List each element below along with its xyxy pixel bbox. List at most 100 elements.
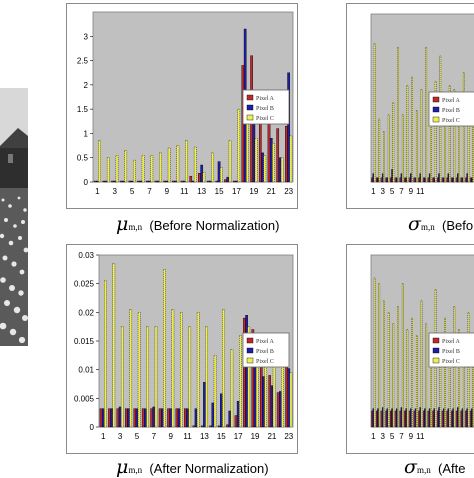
caption-symbol: μ — [116, 213, 129, 235]
legend-swatch-pixel-a — [246, 94, 254, 101]
y-tick-label: 0.02 — [78, 308, 94, 317]
legend-swatch-pixel-c — [432, 357, 440, 364]
bar-pixel-c-11 — [188, 326, 192, 428]
bar-pixel-c-3 — [383, 131, 385, 183]
x-tick-label: 1 — [371, 432, 376, 441]
bar-pixel-c-14 — [434, 80, 437, 183]
y-tick-label: 3 — [84, 32, 89, 41]
bar-pixel-a-11 — [180, 180, 184, 183]
bar-pixel-c-22 — [281, 360, 284, 428]
bar-pixel-b-10 — [174, 180, 177, 183]
bar-pixel-b-12 — [191, 180, 195, 183]
bar-pixel-c-20 — [462, 72, 465, 183]
x-tick-label: 7 — [399, 432, 404, 441]
x-tick-label: 1 — [371, 187, 376, 196]
bar-pixel-b-5 — [130, 180, 134, 183]
bar-pixel-c-4 — [124, 150, 128, 183]
x-tick-label: 13 — [200, 432, 209, 441]
bar-pixel-c-6 — [141, 155, 145, 183]
chart-sigma-before: 1 3 5 7 9 11 Pixel A Pixel B Pixel C — [346, 3, 474, 209]
legend-label-pixel-c: Pixel C — [256, 116, 274, 122]
x-tick-label: 15 — [215, 187, 224, 196]
bar-pixel-c-17 — [237, 108, 241, 183]
caption-text: (Afte — [437, 461, 466, 476]
bar-pixel-c-2 — [106, 157, 110, 183]
bar-pixel-a-6 — [141, 408, 145, 428]
bar-pixel-a-14 — [209, 425, 212, 428]
x-tick-label: 19 — [249, 187, 258, 196]
chart-mu-after: 0 0.005 0.01 0.015 0.02 0.025 0.03 1 3 5 7 9 11 13 15 1… — [66, 244, 298, 454]
bar-pixel-c-17 — [448, 85, 451, 183]
legend-label-pixel-c: Pixel C — [442, 359, 460, 365]
bar-pixel-a-21 — [268, 375, 272, 428]
bar-pixel-c-20 — [263, 155, 267, 183]
bar-pixel-b-15 — [217, 161, 221, 183]
bar-pixel-a-8 — [154, 180, 158, 183]
x-tick-label: 23 — [284, 432, 293, 441]
legend-label-pixel-a: Pixel A — [442, 98, 461, 104]
x-tick-label: 9 — [409, 187, 414, 196]
caption-subscript: m,n — [420, 222, 435, 232]
bar-pixel-c-14 — [211, 152, 214, 183]
caption-mu-after: μm,n (After Normalization) — [116, 456, 269, 478]
bar-pixel-a-9 — [163, 180, 166, 183]
bar-pixel-c-9 — [411, 76, 413, 183]
bar-pixel-c-6 — [146, 326, 149, 428]
bar-pixel-b-10 — [177, 408, 181, 428]
bar-pixel-b-1 — [372, 173, 375, 183]
caption-symbol: σ — [404, 456, 417, 478]
bar-pixel-c-10 — [416, 110, 418, 183]
legend-swatch-pixel-c — [432, 116, 440, 123]
bar-pixel-b-8 — [160, 408, 164, 428]
bar-pixel-c-23 — [289, 135, 293, 183]
bar-pixel-c-3 — [383, 300, 385, 428]
bar-pixel-a-15 — [217, 425, 221, 428]
bar-pixel-a-23 — [285, 125, 288, 183]
bar-pixel-b-6 — [139, 180, 143, 183]
bar-pixel-c-3 — [115, 155, 119, 183]
bar-pixel-c-17 — [239, 335, 242, 428]
bar-pixel-c-7 — [401, 283, 404, 428]
legend-swatch-pixel-a — [432, 96, 440, 103]
x-tick-label: 3 — [113, 187, 118, 196]
x-tick-label: 5 — [390, 187, 395, 196]
caption-text: (After Normalization) — [149, 461, 269, 476]
bar-pixel-c-21 — [272, 142, 275, 183]
bar-pixel-b-23 — [287, 368, 291, 428]
bar-pixel-c-5 — [392, 101, 395, 183]
y-tick-label: 0.015 — [74, 337, 95, 346]
bar-pixel-c-6 — [397, 47, 399, 183]
y-tick-label: 0.5 — [77, 154, 89, 163]
legend-swatch-pixel-a — [432, 337, 440, 344]
bar-pixel-b-7 — [152, 406, 156, 428]
bar-pixel-a-3 — [111, 180, 114, 183]
bar-pixel-c-13 — [205, 326, 208, 428]
bar-pixel-b-3 — [113, 180, 117, 183]
bar-pixel-c-4 — [387, 114, 390, 183]
bar-pixel-c-21 — [467, 118, 470, 183]
x-tick-label: 7 — [152, 432, 157, 441]
legend-label-pixel-b: Pixel B — [256, 349, 274, 355]
bar-pixel-c-10 — [416, 335, 418, 428]
y-tick-label: 0 — [84, 178, 89, 187]
bar-pixel-b-16 — [228, 410, 232, 428]
bar-pixel-c-3 — [120, 326, 124, 428]
bar-pixel-c-11 — [420, 89, 423, 183]
bar-pixel-a-7 — [150, 408, 153, 428]
bar-pixel-c-9 — [167, 147, 171, 183]
bar-pixel-c-13 — [202, 172, 206, 183]
y-tick-label: 0 — [90, 423, 95, 432]
bar-pixel-b-16 — [226, 176, 230, 183]
bar-pixel-b-3 — [118, 406, 122, 428]
legend-label-pixel-a: Pixel A — [256, 96, 275, 102]
legend-label-pixel-b: Pixel B — [442, 108, 460, 114]
bar-pixel-b-13 — [203, 382, 206, 428]
legend-swatch-pixel-c — [246, 114, 254, 121]
bar-pixel-c-7 — [401, 114, 404, 183]
x-tick-label: 9 — [165, 187, 170, 196]
x-tick-label: 23 — [284, 187, 293, 196]
bar-pixel-a-15 — [215, 180, 219, 183]
bar-pixel-a-22 — [276, 392, 280, 428]
bar-pixel-a-5 — [133, 408, 137, 428]
x-tick-label: 5 — [390, 432, 395, 441]
